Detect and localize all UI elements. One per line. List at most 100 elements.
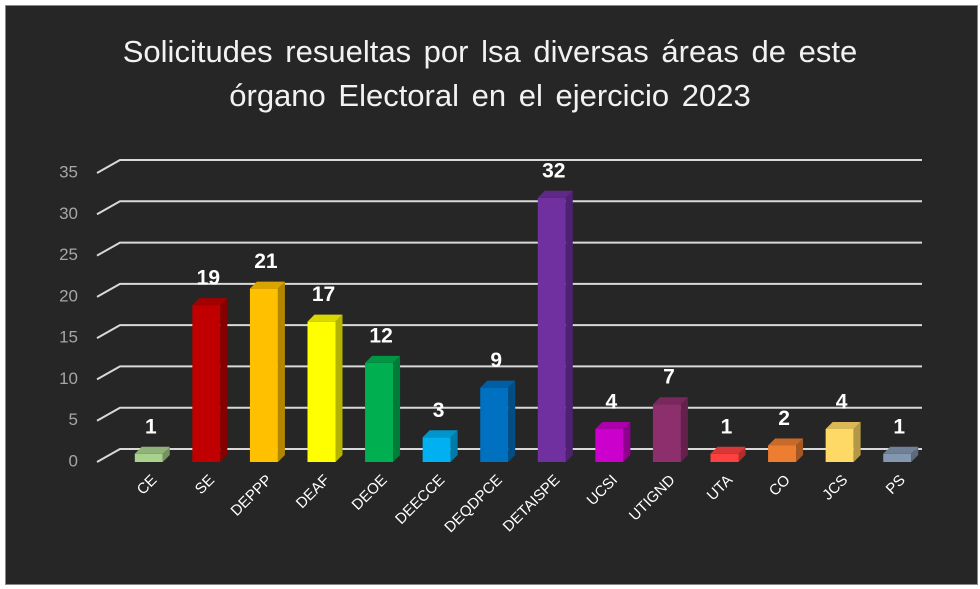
x-tick-label: CE [134, 472, 161, 499]
x-tick-label: SE [192, 472, 218, 498]
y-tick-label: 5 [69, 410, 78, 429]
bar-side [853, 421, 861, 462]
bar [883, 446, 919, 462]
chart-frame [5, 5, 978, 585]
bar [825, 421, 861, 462]
x-tick-label: DEAF [293, 472, 333, 512]
bar-side [450, 430, 458, 462]
bar [710, 446, 746, 462]
bar-front [134, 453, 163, 462]
y-tick-label: 15 [59, 328, 78, 347]
bar-front [422, 437, 451, 462]
bar-top [768, 438, 804, 446]
bar-side [508, 380, 516, 462]
bar-top [422, 430, 458, 438]
bar-front [768, 445, 797, 462]
bar-front [883, 453, 912, 462]
grid-line [96, 241, 922, 257]
data-label: 1 [893, 415, 905, 438]
data-label: 3 [433, 399, 445, 422]
y-tick-label: 0 [69, 451, 78, 470]
bar-top [192, 298, 228, 306]
bar-side [162, 446, 170, 462]
bar-side [911, 446, 919, 462]
grid-line [96, 365, 922, 381]
data-label: 4 [606, 391, 618, 414]
grid-line [96, 282, 922, 298]
bar-top [480, 380, 516, 388]
bar-side [738, 446, 746, 462]
chart-title: Solicitudes resueltas por lsa diversas á… [122, 34, 858, 113]
y-tick-label: 25 [59, 245, 78, 264]
bar [192, 298, 228, 462]
bar [652, 397, 688, 462]
bar-side [393, 355, 401, 462]
x-tick-label: DEPPP [228, 472, 276, 520]
bar-front [595, 428, 624, 462]
bar [480, 380, 516, 462]
bar [537, 190, 573, 462]
data-label: 9 [490, 349, 502, 372]
bar-front [307, 321, 336, 462]
bar-top [652, 397, 688, 405]
bar-side [796, 438, 804, 462]
bar-front [537, 197, 566, 462]
y-tick-label: 30 [59, 204, 78, 223]
bar [768, 438, 804, 462]
bar [595, 421, 631, 462]
bar-top [595, 421, 631, 429]
bar-top [710, 446, 746, 454]
bar-front [710, 453, 739, 462]
data-label: 19 [197, 267, 220, 290]
bar-side [680, 397, 688, 462]
bar-front [652, 404, 681, 462]
data-label: 32 [542, 159, 565, 182]
data-label: 1 [145, 415, 157, 438]
x-tick-label: DEECCE [392, 472, 448, 528]
bar-top [365, 355, 401, 363]
bar [307, 314, 343, 462]
grid-line [96, 200, 922, 216]
bar [249, 281, 285, 462]
bar [134, 446, 170, 462]
bar-top [825, 421, 861, 429]
y-tick-label: 20 [59, 286, 78, 305]
bar-top [883, 446, 919, 454]
data-label: 12 [369, 324, 392, 347]
x-tick-label: PS [883, 472, 909, 498]
data-label: 7 [663, 366, 675, 389]
bar-side [623, 421, 631, 462]
x-tick-label: UTA [704, 472, 736, 504]
data-label: 17 [312, 283, 335, 306]
bar-front [249, 288, 278, 462]
bar-front [480, 387, 509, 462]
data-label: 21 [254, 250, 278, 273]
data-label: 1 [721, 415, 733, 438]
x-tick-label: UTIGND [626, 471, 679, 524]
bar [365, 355, 401, 462]
bar-front [192, 305, 221, 462]
bar-top [537, 190, 573, 198]
bar-top [134, 446, 170, 454]
bar-front [365, 362, 394, 462]
x-tick-label: DEOE [349, 472, 391, 514]
data-label: 2 [778, 407, 790, 430]
y-tick-label: 35 [59, 162, 78, 181]
x-tick-label: DEQDPCE [441, 472, 505, 536]
bar-side [277, 281, 285, 462]
bar-top [249, 281, 285, 289]
bar-top [307, 314, 343, 322]
data-label: 4 [836, 391, 848, 414]
bar-side [335, 314, 343, 462]
x-tick-label: DETAISPE [500, 472, 564, 536]
x-tick-label: JCS [819, 472, 851, 504]
bar-side [220, 298, 228, 462]
bar-side [565, 190, 573, 462]
grid-line [96, 324, 922, 340]
x-tick-label: CO [766, 472, 794, 500]
x-tick-label: UCSI [584, 472, 621, 509]
bar-front [825, 428, 854, 462]
bar [422, 430, 458, 462]
y-tick-label: 10 [59, 369, 78, 388]
